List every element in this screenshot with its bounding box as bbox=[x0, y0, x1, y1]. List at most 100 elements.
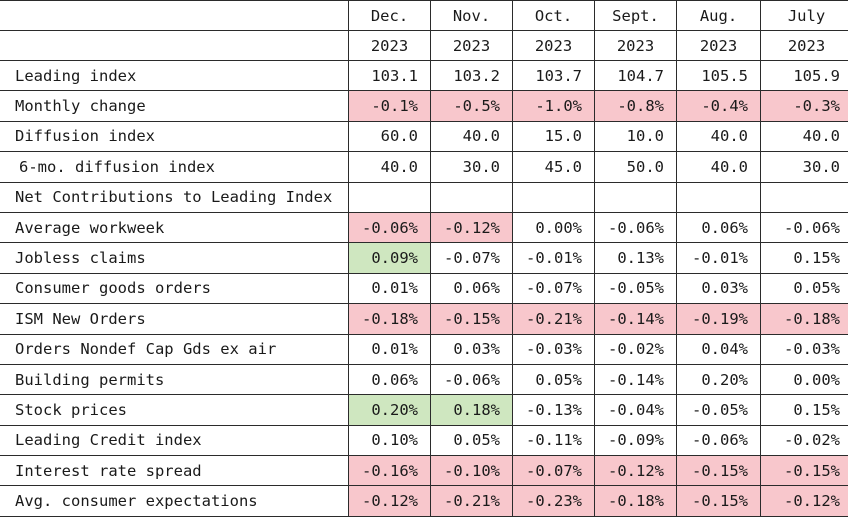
value-cell: -0.12% bbox=[430, 211, 513, 244]
value-cell: -0.07% bbox=[430, 242, 513, 274]
value-cell: -0.01% bbox=[676, 242, 761, 274]
value-cell: 40.0 bbox=[676, 151, 761, 183]
header-corner-cell bbox=[0, 30, 349, 61]
value-cell: 50.0 bbox=[594, 151, 677, 183]
value-cell: -0.02% bbox=[760, 424, 848, 457]
value-cell: -0.5% bbox=[430, 90, 513, 122]
value-cell: -0.18% bbox=[348, 303, 431, 335]
row-label: Leading Credit index bbox=[0, 424, 349, 457]
value-cell: 0.10% bbox=[348, 424, 431, 457]
value-cell: -0.06% bbox=[760, 211, 848, 244]
value-cell: -0.05% bbox=[594, 272, 677, 305]
value-cell: -0.03% bbox=[512, 333, 595, 365]
empty-cell bbox=[430, 181, 513, 213]
value-cell: 0.06% bbox=[430, 272, 513, 305]
value-cell: 10.0 bbox=[594, 120, 677, 153]
row-label: Stock prices bbox=[0, 394, 349, 426]
value-cell: -0.07% bbox=[512, 455, 595, 487]
row-label: Consumer goods orders bbox=[0, 272, 349, 305]
empty-cell bbox=[676, 181, 761, 213]
value-cell: -0.21% bbox=[512, 303, 595, 335]
value-cell: -0.03% bbox=[760, 333, 848, 365]
column-header-month: Aug. bbox=[676, 0, 761, 31]
empty-cell bbox=[348, 181, 431, 213]
value-cell: -0.06% bbox=[676, 424, 761, 457]
value-cell: 40.0 bbox=[760, 120, 848, 153]
value-cell: 40.0 bbox=[676, 120, 761, 153]
value-cell: -0.07% bbox=[512, 272, 595, 305]
value-cell: -0.15% bbox=[676, 485, 761, 517]
value-cell: 30.0 bbox=[430, 151, 513, 183]
row-label: Jobless claims bbox=[0, 242, 349, 274]
header-corner-cell bbox=[0, 0, 349, 31]
value-cell: 0.01% bbox=[348, 272, 431, 305]
column-header-year: 2023 bbox=[676, 30, 761, 61]
value-cell: -0.14% bbox=[594, 303, 677, 335]
value-cell: 0.03% bbox=[430, 333, 513, 365]
value-cell: -0.18% bbox=[594, 485, 677, 517]
value-cell: -0.1% bbox=[348, 90, 431, 122]
value-cell: 104.7 bbox=[594, 59, 677, 92]
value-cell: -0.8% bbox=[594, 90, 677, 122]
value-cell: 0.05% bbox=[430, 424, 513, 457]
value-cell: 40.0 bbox=[430, 120, 513, 153]
value-cell: -0.16% bbox=[348, 455, 431, 487]
column-header-year: 2023 bbox=[760, 30, 848, 61]
column-header-month: Nov. bbox=[430, 0, 513, 31]
row-label: Average workweek bbox=[0, 211, 349, 244]
table-row: Consumer goods orders 0.01% 0.06% -0.07% -0.… bbox=[0, 272, 848, 305]
value-cell: 105.9 bbox=[760, 59, 848, 92]
value-cell: -0.15% bbox=[676, 455, 761, 487]
value-cell: -0.02% bbox=[594, 333, 677, 365]
table-row: Jobless claims 0.09% -0.07% -0.01% 0.13% -0.0… bbox=[0, 242, 848, 274]
value-cell: 0.09% bbox=[348, 242, 431, 274]
value-cell: 45.0 bbox=[512, 151, 595, 183]
value-cell: -0.13% bbox=[512, 394, 595, 426]
value-cell: -0.14% bbox=[594, 363, 677, 396]
table-row: ISM New Orders -0.18% -0.15% -0.21% -0.14% -0… bbox=[0, 303, 848, 335]
table-row: Leading Credit index 0.10% 0.05% -0.11% -0.0… bbox=[0, 424, 848, 457]
table-row: Interest rate spread -0.16% -0.10% -0.07% -0… bbox=[0, 455, 848, 487]
section-header-row: Net Contributions to Leading Index bbox=[0, 181, 848, 213]
value-cell: 0.20% bbox=[348, 394, 431, 426]
value-cell: -0.06% bbox=[430, 363, 513, 396]
table-row: Avg. consumer expectations -0.12% -0.21% -0… bbox=[0, 485, 848, 517]
value-cell: 0.05% bbox=[760, 272, 848, 305]
value-cell: -0.06% bbox=[348, 211, 431, 244]
value-cell: -0.04% bbox=[594, 394, 677, 426]
table-row: Monthly change -0.1% -0.5% -1.0% -0.8% -0.4% -… bbox=[0, 90, 848, 122]
value-cell: 0.13% bbox=[594, 242, 677, 274]
column-header-month: Sept. bbox=[594, 0, 677, 31]
value-cell: 0.15% bbox=[760, 394, 848, 426]
value-cell: -0.01% bbox=[512, 242, 595, 274]
value-cell: 0.05% bbox=[512, 363, 595, 396]
column-header-year: 2023 bbox=[430, 30, 513, 61]
value-cell: -0.12% bbox=[594, 455, 677, 487]
table-row: Stock prices 0.20% 0.18% -0.13% -0.04% -0.05%… bbox=[0, 394, 848, 426]
value-cell: 30.0 bbox=[760, 151, 848, 183]
value-cell: 0.01% bbox=[348, 333, 431, 365]
row-label: Interest rate spread bbox=[0, 455, 349, 487]
value-cell: 15.0 bbox=[512, 120, 595, 153]
row-label: 6-mo. diffusion index bbox=[0, 151, 349, 183]
column-header-month: July bbox=[760, 0, 848, 31]
value-cell: -0.3% bbox=[760, 90, 848, 122]
leading-index-table: Dec. Nov. Oct. Sept. Aug. July 2023 2023… bbox=[0, 0, 848, 517]
value-cell: 60.0 bbox=[348, 120, 431, 153]
value-cell: -0.15% bbox=[760, 455, 848, 487]
value-cell: 103.1 bbox=[348, 59, 431, 92]
column-header-month: Oct. bbox=[512, 0, 595, 31]
value-cell: 103.7 bbox=[512, 59, 595, 92]
value-cell: -0.10% bbox=[430, 455, 513, 487]
value-cell: 0.15% bbox=[760, 242, 848, 274]
empty-cell bbox=[512, 181, 595, 213]
column-header-month: Dec. bbox=[348, 0, 431, 31]
value-cell: -0.4% bbox=[676, 90, 761, 122]
row-label: Diffusion index bbox=[0, 120, 349, 153]
row-label: Orders Nondef Cap Gds ex air bbox=[0, 333, 349, 365]
value-cell: 0.04% bbox=[676, 333, 761, 365]
empty-cell bbox=[594, 181, 677, 213]
value-cell: 0.20% bbox=[676, 363, 761, 396]
section-label: Net Contributions to Leading Index bbox=[0, 181, 349, 213]
header-row-years: 2023 2023 2023 2023 2023 2023 bbox=[0, 30, 848, 61]
